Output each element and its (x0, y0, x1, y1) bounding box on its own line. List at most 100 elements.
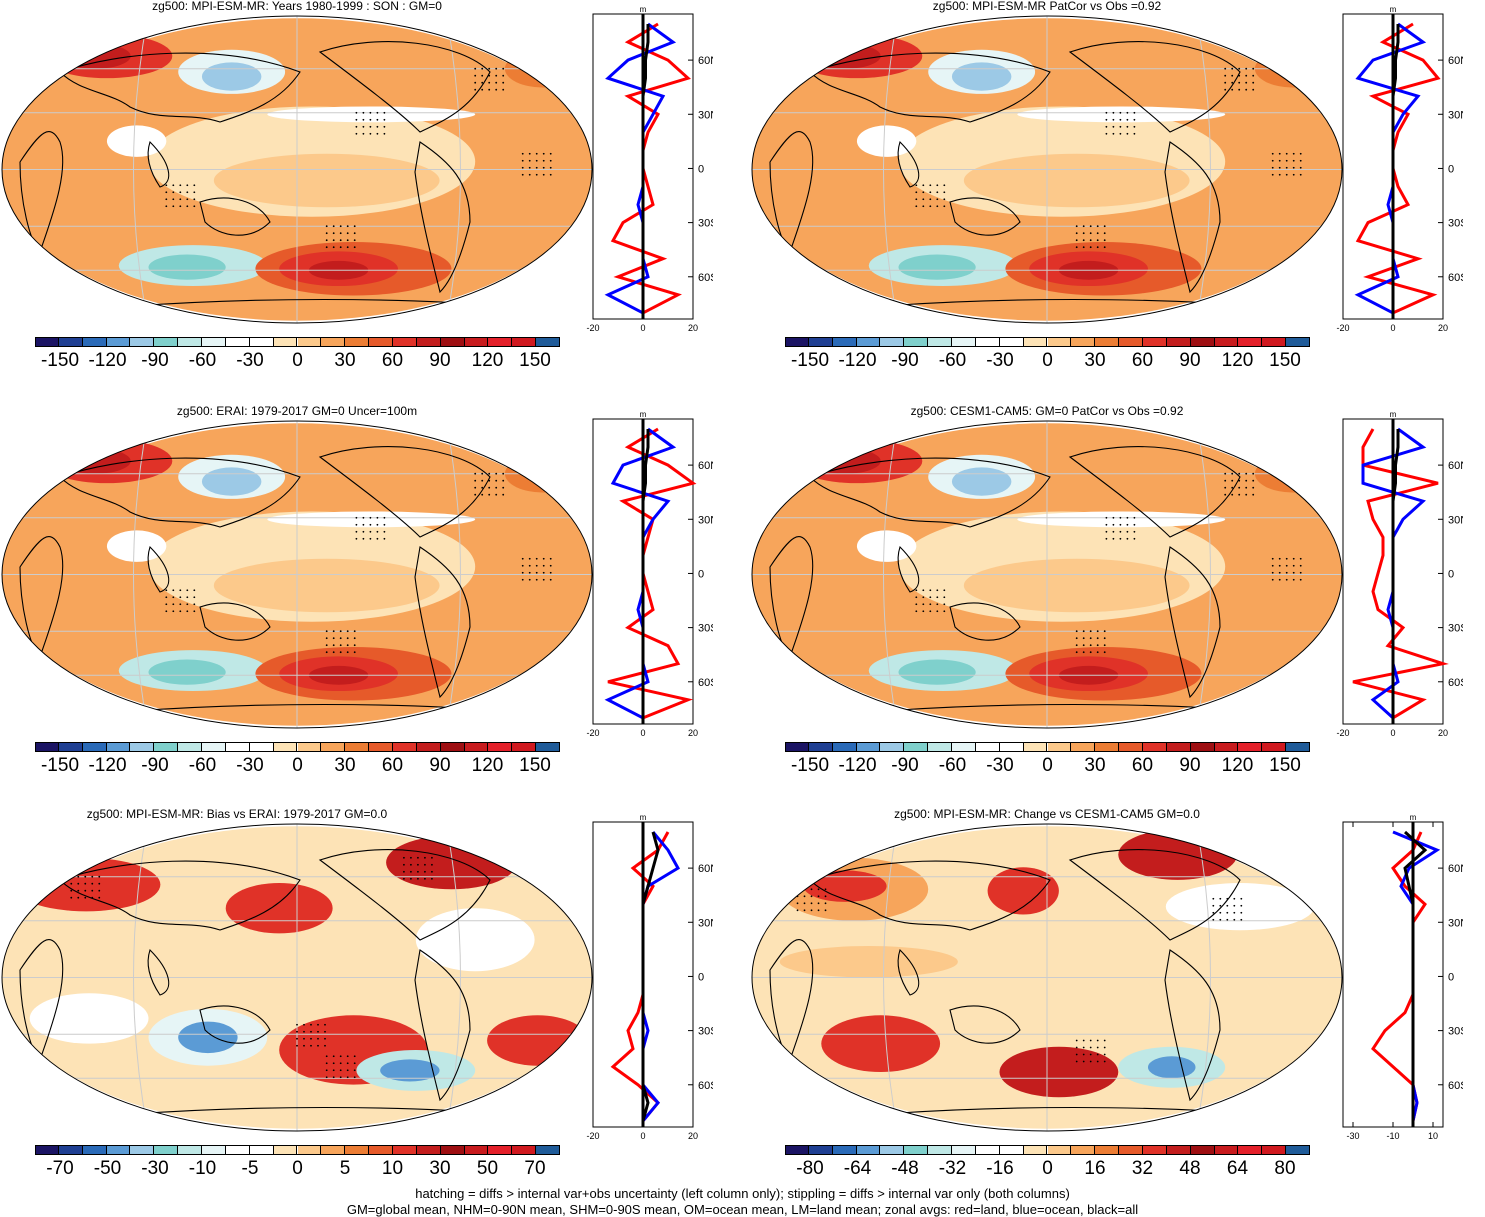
stipple-dot (403, 863, 405, 866)
stipple-dot (346, 1055, 349, 1058)
longitude-line (445, 824, 461, 1131)
stipple-dot (528, 578, 531, 581)
ytick-label: 60S (698, 1080, 713, 1092)
ytick-label: 0 (1448, 163, 1454, 175)
stipple-dot (1292, 152, 1295, 155)
colorbar-cell (999, 742, 1024, 752)
stipple-dot (1119, 537, 1122, 540)
panel-title: zg500: MPI-ESM-MR PatCor vs Obs =0.92 (932, 0, 1162, 13)
zonal-unit: m (640, 410, 647, 419)
stipple-dot (1082, 630, 1085, 633)
stipple-dot (1224, 479, 1227, 482)
stipple-dot (1105, 111, 1108, 114)
colorbar-label: 90 (429, 350, 451, 371)
stipple-dot (1240, 897, 1243, 900)
coastline (1164, 141, 1221, 294)
stipple-dot (1112, 125, 1115, 128)
stipple-dot (549, 578, 552, 581)
stipple-dot (325, 1076, 328, 1079)
colorbar-cell (178, 742, 203, 752)
colorbar-cell (904, 742, 929, 752)
stipple-dot (303, 1044, 305, 1047)
colorbar-cell (58, 742, 83, 752)
map-field (2, 824, 592, 1131)
colorbar-cell (1166, 337, 1191, 347)
stipple-dot (1212, 904, 1215, 907)
stipple-dot (324, 1037, 326, 1040)
stipple-dot (1224, 493, 1227, 496)
stipple-dot (1089, 1046, 1092, 1049)
stipple-dot (810, 909, 813, 912)
stipple-dot (410, 856, 412, 859)
stipple-dot (339, 644, 342, 647)
stipple-dot (383, 118, 386, 121)
stipple-dot (1224, 88, 1227, 91)
colorbar-label: 0 (1042, 1158, 1053, 1179)
stipple-dot (317, 1030, 319, 1033)
stipple-dot (179, 596, 182, 599)
colorbar-label: 0 (292, 1158, 303, 1179)
ytick-label: 0 (698, 971, 704, 983)
stipple-dot (1299, 166, 1302, 169)
map-outline (1, 15, 593, 324)
stipple-dot (929, 198, 932, 201)
stipple-dot (1224, 81, 1227, 84)
field-blob (821, 1015, 941, 1072)
all-curve (1403, 830, 1428, 1121)
stipple-dot (1231, 493, 1234, 496)
stipple-dot (474, 472, 477, 475)
stipple-dot (84, 882, 87, 885)
stipple-dot (495, 479, 498, 482)
xtick-label: -20 (586, 728, 599, 738)
stipple-dot (521, 564, 524, 567)
stipple-dot (936, 191, 939, 194)
stipple-dot (325, 651, 328, 654)
stipple-dot (1271, 564, 1274, 567)
stipple-dot (1252, 74, 1255, 77)
stipple-dot (943, 610, 946, 613)
stipple-dot (98, 882, 101, 885)
stipple-dot (521, 152, 524, 155)
coastline (769, 939, 814, 1062)
stipple-dot (1119, 132, 1122, 135)
stipple-dot (1299, 564, 1302, 567)
colorbar-frame (785, 742, 1310, 752)
colorbar-label: -48 (891, 1158, 919, 1179)
stipple-dot (1103, 651, 1106, 654)
colorbar-label: 120 (471, 755, 504, 776)
colorbar-label: 120 (1221, 755, 1254, 776)
stipple-dot (339, 637, 342, 640)
colorbar-label: -80 (796, 1158, 824, 1179)
colorbar-cell (202, 337, 226, 347)
stipple-dot (1126, 523, 1129, 526)
colorbar-label: 30 (334, 350, 356, 371)
stipple-dot (929, 589, 932, 592)
stipple-dot (502, 88, 505, 91)
field-blob (856, 530, 917, 562)
colorbar-label: 64 (1226, 1158, 1249, 1179)
colorbar-cell (785, 1145, 809, 1155)
stipple-dot (91, 896, 94, 899)
field-blob (106, 530, 167, 562)
stipple-dot (369, 118, 372, 121)
stipple-dot (1075, 1039, 1078, 1042)
stipple-dot (1226, 911, 1229, 914)
colorbar-label: -64 (843, 1158, 872, 1179)
field-blob (951, 467, 1012, 496)
colorbar: -150 -120 -90 -60 -30 0 30 60 90 120 150 (785, 742, 1310, 782)
colorbar-cell (856, 1145, 881, 1155)
stipple-dot (488, 472, 491, 475)
field-blob (487, 1015, 589, 1066)
stipple-dot (1278, 564, 1281, 567)
stipple-dot (1103, 644, 1106, 647)
stipple-dot (383, 111, 386, 114)
stipple-dot (417, 877, 419, 880)
colorbar-label: 0 (1042, 350, 1053, 371)
footer-line-2: GM=global mean, NHM=0-90N mean, SHM=0-90… (346, 1202, 1139, 1217)
colorbar-cell (249, 1145, 274, 1155)
colorbar-cell (904, 337, 929, 347)
stipple-dot (1089, 1053, 1092, 1056)
colorbar-label: 90 (429, 755, 451, 776)
colorbar-cell (297, 1145, 322, 1155)
coastline (199, 197, 271, 236)
